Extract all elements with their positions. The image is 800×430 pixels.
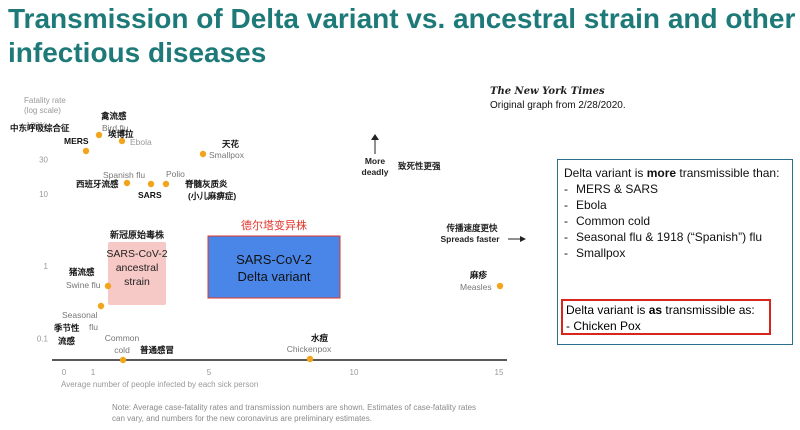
- point-label-seasonal-flu: Seasonal: [62, 310, 98, 320]
- point-label-swine-flu: 猪流感: [68, 267, 95, 277]
- ancestral-label-zh: 新冠原始毒株: [110, 229, 165, 240]
- point-label-mers: MERS: [64, 136, 89, 146]
- point-label-seasonal-flu: 流感: [58, 336, 76, 346]
- point-measles: [496, 282, 504, 290]
- as-intro-pre: Delta variant is: [566, 303, 649, 317]
- point-label-sars: SARS: [138, 190, 162, 200]
- more-deadly-label: deadly: [362, 167, 389, 177]
- more-deadly-arrowhead: [371, 134, 379, 140]
- point-label-spanish-flu: Spanish flu: [103, 170, 145, 180]
- x-tick-label: 5: [207, 368, 212, 377]
- x-tick-label: 1: [91, 368, 96, 377]
- point-label-seasonal-flu: 季节性: [53, 323, 80, 333]
- point-label-measles: Measles: [460, 282, 492, 292]
- info-intro-post: transmissible than:: [676, 166, 780, 180]
- info-intro-pre: Delta variant is: [564, 166, 647, 180]
- point-label-ebola: 埃博拉: [108, 129, 134, 139]
- point-label-smallpox: Smallpox: [209, 150, 245, 160]
- point-label-chickenpox: 水痘: [310, 333, 329, 343]
- point-label-polio: (小儿麻痹症): [188, 191, 236, 201]
- point-label-mers: 中东呼吸综合征: [10, 123, 70, 133]
- footnote-line-1: Note: Average case-fatality rates and tr…: [112, 403, 477, 412]
- delta-label-zh: 德尔塔变异株: [241, 218, 307, 232]
- y-axis-label: Fatality rate: [24, 96, 66, 105]
- info-box: Delta variant is more transmissible than…: [557, 159, 793, 345]
- point-label-bird-flu: 禽流感: [100, 111, 127, 121]
- point-label-polio: 脊髓灰质炎: [184, 179, 228, 189]
- info-list-item: Seasonal flu & 1918 (“Spanish”) flu: [564, 229, 786, 245]
- ancestral-label: strain: [124, 276, 150, 288]
- x-tick-label: 10: [350, 368, 359, 377]
- ancestral-label: ancestral: [116, 262, 159, 274]
- page-title: Transmission of Delta variant vs. ancest…: [8, 3, 796, 68]
- point-seasonal-flu: [97, 302, 105, 310]
- info-list-item: Common cold: [564, 213, 786, 229]
- y-tick-label: 100%: [26, 121, 46, 130]
- info-list: MERS & SARS Ebola Common cold Seasonal f…: [564, 181, 786, 261]
- x-axis-label: Average number of people infected by eac…: [61, 380, 258, 389]
- y-tick-label: 10: [39, 190, 48, 199]
- point-label-spanish-flu: 西班牙流感: [76, 179, 119, 189]
- point-label-polio: Polio: [166, 169, 185, 179]
- point-bird-flu: [95, 131, 103, 139]
- y-tick-label: 1: [44, 262, 49, 271]
- info-intro: Delta variant is more transmissible than…: [564, 165, 786, 181]
- delta-label: SARS-CoV-2: [236, 252, 312, 267]
- as-item: - Chicken Pox: [566, 319, 641, 333]
- footnote: Note: Average case-fatality rates and tr…: [112, 402, 532, 424]
- point-label-chickenpox: Chickenpox: [287, 344, 332, 354]
- point-label-smallpox: 天花: [222, 139, 240, 149]
- ancestral-label: SARS-CoV-2: [106, 248, 167, 260]
- x-tick-label: 15: [495, 368, 504, 377]
- point-swine-flu: [104, 282, 112, 290]
- as-intro: Delta variant is as transmissible as:: [566, 302, 766, 318]
- point-label-common-cold: cold: [114, 345, 130, 355]
- point-label-seasonal-flu: flu: [89, 322, 98, 332]
- footnote-line-2: can vary, and numbers for the new corona…: [112, 414, 372, 423]
- nyt-logo: The New York Times: [490, 86, 605, 97]
- point-label-measles: 麻疹: [469, 270, 488, 280]
- ancestral-region: [108, 242, 166, 305]
- point-label-ebola: Ebola: [130, 137, 152, 147]
- point-label-common-cold: 普通感冒: [140, 345, 174, 355]
- more-deadly-label: More: [365, 156, 386, 166]
- spreads-faster-arrowhead: [520, 236, 526, 242]
- point-mers: [82, 147, 90, 155]
- y-tick-label: 0.1: [37, 334, 49, 343]
- source-note: Original graph from 2/28/2020.: [490, 100, 626, 111]
- delta-region: [207, 235, 341, 299]
- point-label-bird-flu: Bird flu: [102, 123, 129, 133]
- as-transmissible-box: Delta variant is as transmissible as: - …: [561, 299, 771, 335]
- info-intro-bold: more: [646, 166, 677, 180]
- info-list-item: MERS & SARS: [564, 181, 786, 197]
- y-axis-label-sub: (log scale): [24, 106, 61, 115]
- point-smallpox: [199, 150, 207, 158]
- spreads-faster-label-zh: 传播速度更快: [445, 223, 498, 233]
- point-ebola: [118, 137, 126, 145]
- point-label-swine-flu: Swine flu: [66, 280, 101, 290]
- point-chickenpox: [306, 355, 314, 363]
- info-list-item: Smallpox: [564, 245, 786, 261]
- point-spanish-flu: [123, 179, 131, 187]
- as-intro-post: transmissible as:: [662, 303, 755, 317]
- more-deadly-label-zh: 致死性更强: [398, 161, 441, 171]
- delta-label: Delta variant: [238, 269, 311, 284]
- point-polio: [162, 180, 170, 188]
- as-intro-bold: as: [648, 303, 663, 317]
- x-tick-label: 0: [62, 368, 67, 377]
- info-list-item: Ebola: [564, 197, 786, 213]
- point-sars: [147, 180, 155, 188]
- point-common-cold: [119, 356, 127, 364]
- spreads-faster-label: Spreads faster: [440, 234, 500, 244]
- y-tick-label: 30: [39, 156, 48, 165]
- point-label-common-cold: Common: [105, 333, 140, 343]
